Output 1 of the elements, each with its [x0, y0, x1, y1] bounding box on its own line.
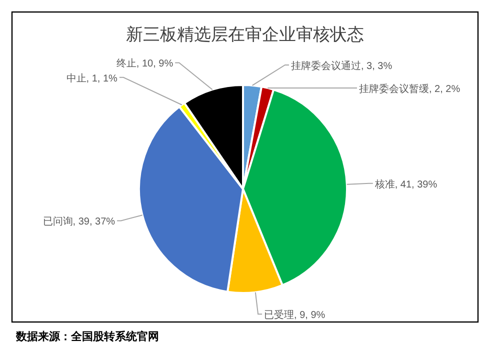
title: 新三板精选层在审企业审核状态 [126, 25, 364, 44]
